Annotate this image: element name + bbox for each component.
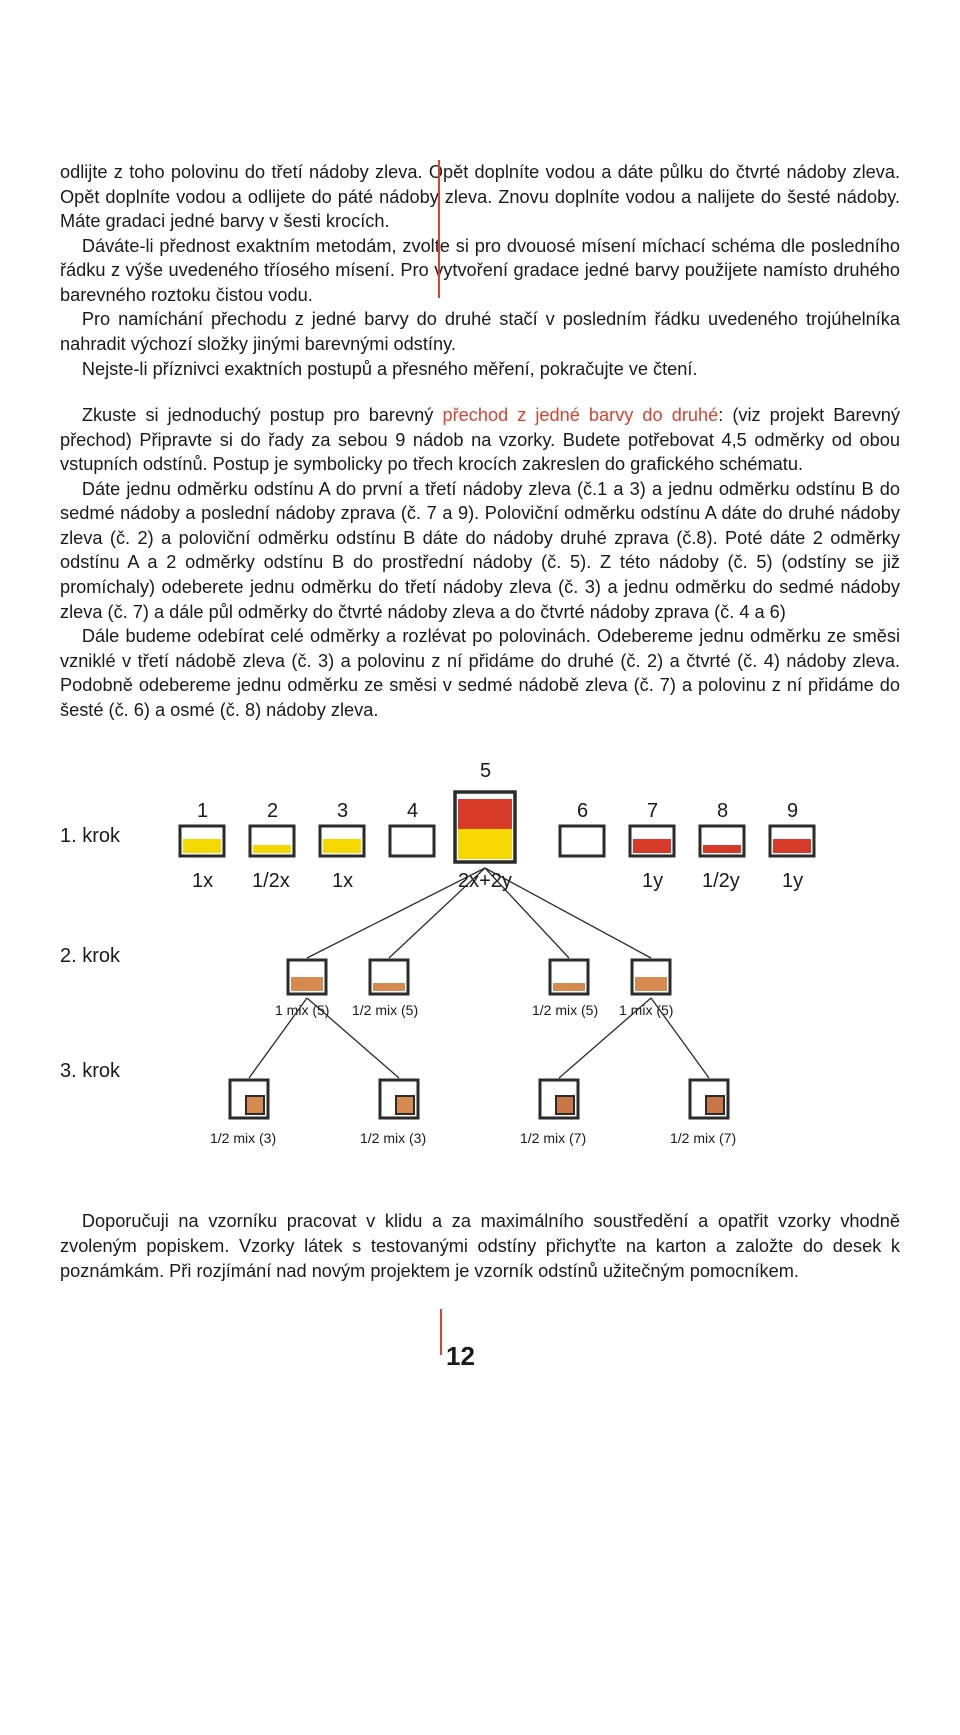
para-5a: Zkuste si jednoduchý postup pro barevný bbox=[82, 405, 443, 425]
para-3: Pro namíchání přechodu z jedné barvy do … bbox=[60, 307, 900, 356]
para-6: Dáte jednu odměrku odstínu A do první a … bbox=[60, 477, 900, 624]
para-1: odlijte z toho polovinu do třetí nádoby … bbox=[60, 160, 900, 234]
page-number-area: 12 bbox=[60, 1333, 900, 1393]
para-2: Dáváte-li přednost exaktním metodám, zvo… bbox=[60, 234, 900, 308]
body-text-block: odlijte z toho polovinu do třetí nádoby … bbox=[60, 160, 900, 722]
diagram-svg bbox=[60, 740, 900, 1195]
page-number: 12 bbox=[446, 1341, 475, 1372]
para-after: Doporučuji na vzorníku pracovat v klidu … bbox=[60, 1209, 900, 1283]
after-diagram-text: Doporučuji na vzorníku pracovat v klidu … bbox=[60, 1209, 900, 1283]
para-7: Dále budeme odebírat celé odměrky a rozl… bbox=[60, 624, 900, 722]
para-4: Nejste-li příznivci exaktních postupů a … bbox=[60, 357, 900, 382]
mixing-diagram: 1. krok 2. krok 3. krok 5 1 2 3 4 6 7 8 … bbox=[60, 740, 900, 1195]
para-5-highlight: přechod z jedné barvy do druhé bbox=[442, 405, 718, 425]
top-margin-rule bbox=[438, 160, 440, 298]
page-number-rule bbox=[440, 1309, 442, 1355]
para-5: Zkuste si jednoduchý postup pro barevný … bbox=[60, 403, 900, 477]
